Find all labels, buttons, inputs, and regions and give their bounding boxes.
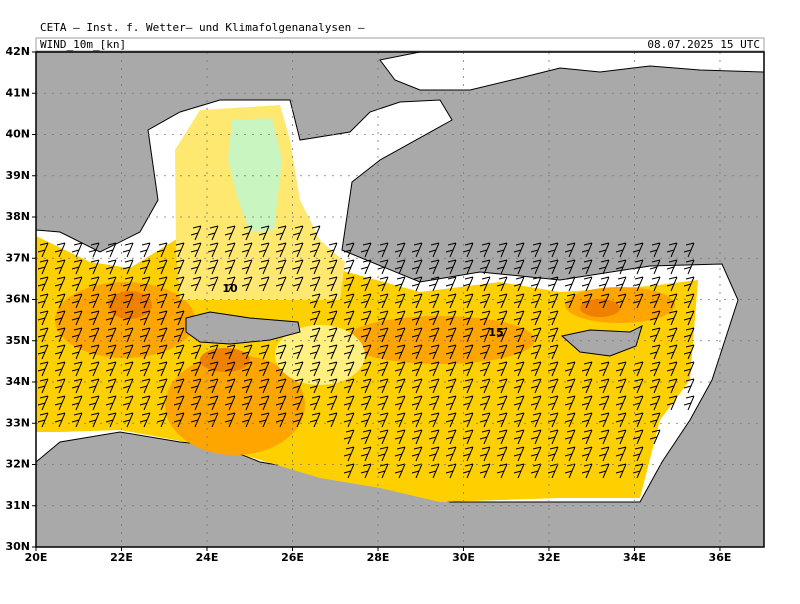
- lon-label: 24E: [196, 551, 219, 564]
- wind-field-orange: [165, 355, 305, 455]
- lat-label: 31N: [5, 499, 30, 512]
- wind-field-green: [228, 118, 282, 232]
- lat-label: 41N: [5, 86, 30, 99]
- lon-label: 20E: [25, 551, 48, 564]
- cyprus: [560, 325, 643, 357]
- black-sea: [379, 52, 764, 91]
- wind-field-dark: [580, 299, 620, 317]
- contour-label: 15: [488, 326, 503, 339]
- lat-label: 34N: [5, 375, 30, 388]
- lon-label: 32E: [538, 551, 561, 564]
- crete: [185, 311, 301, 345]
- lat-label: 32N: [5, 458, 30, 471]
- lon-label: 34E: [623, 551, 646, 564]
- wind-field-orange: [345, 316, 535, 364]
- lat-label: 40N: [5, 128, 30, 141]
- lon-label: 28E: [367, 551, 390, 564]
- wind-barbs: [37, 225, 695, 479]
- contour-label: 10: [222, 282, 238, 295]
- header-box: [35, 37, 765, 52]
- lat-label: 36N: [5, 293, 30, 306]
- lat-label: 38N: [5, 210, 30, 223]
- wind-field-dark: [108, 291, 152, 319]
- wind-field-dark: [200, 348, 250, 372]
- lon-label: 30E: [452, 551, 475, 564]
- lat-label: 37N: [5, 251, 30, 264]
- lon-label: 26E: [281, 551, 304, 564]
- lon-label: 22E: [110, 551, 133, 564]
- wind-field-orange: [55, 282, 195, 358]
- lat-label: 30N: [5, 540, 30, 553]
- valid-time: 08.07.2025 15 UTC: [647, 38, 760, 51]
- lat-label: 35N: [5, 334, 30, 347]
- header-title: CETA — Inst. f. Wetter— und Klimafolgena…: [40, 21, 365, 34]
- map-area: [36, 52, 764, 547]
- lat-label: 39N: [5, 169, 30, 182]
- graticule: [36, 52, 764, 547]
- lat-label: 42N: [5, 45, 30, 58]
- lat-label: 33N: [5, 416, 30, 429]
- field-name: WIND_10m_[kn]: [40, 38, 126, 51]
- lon-label: 36E: [709, 551, 732, 564]
